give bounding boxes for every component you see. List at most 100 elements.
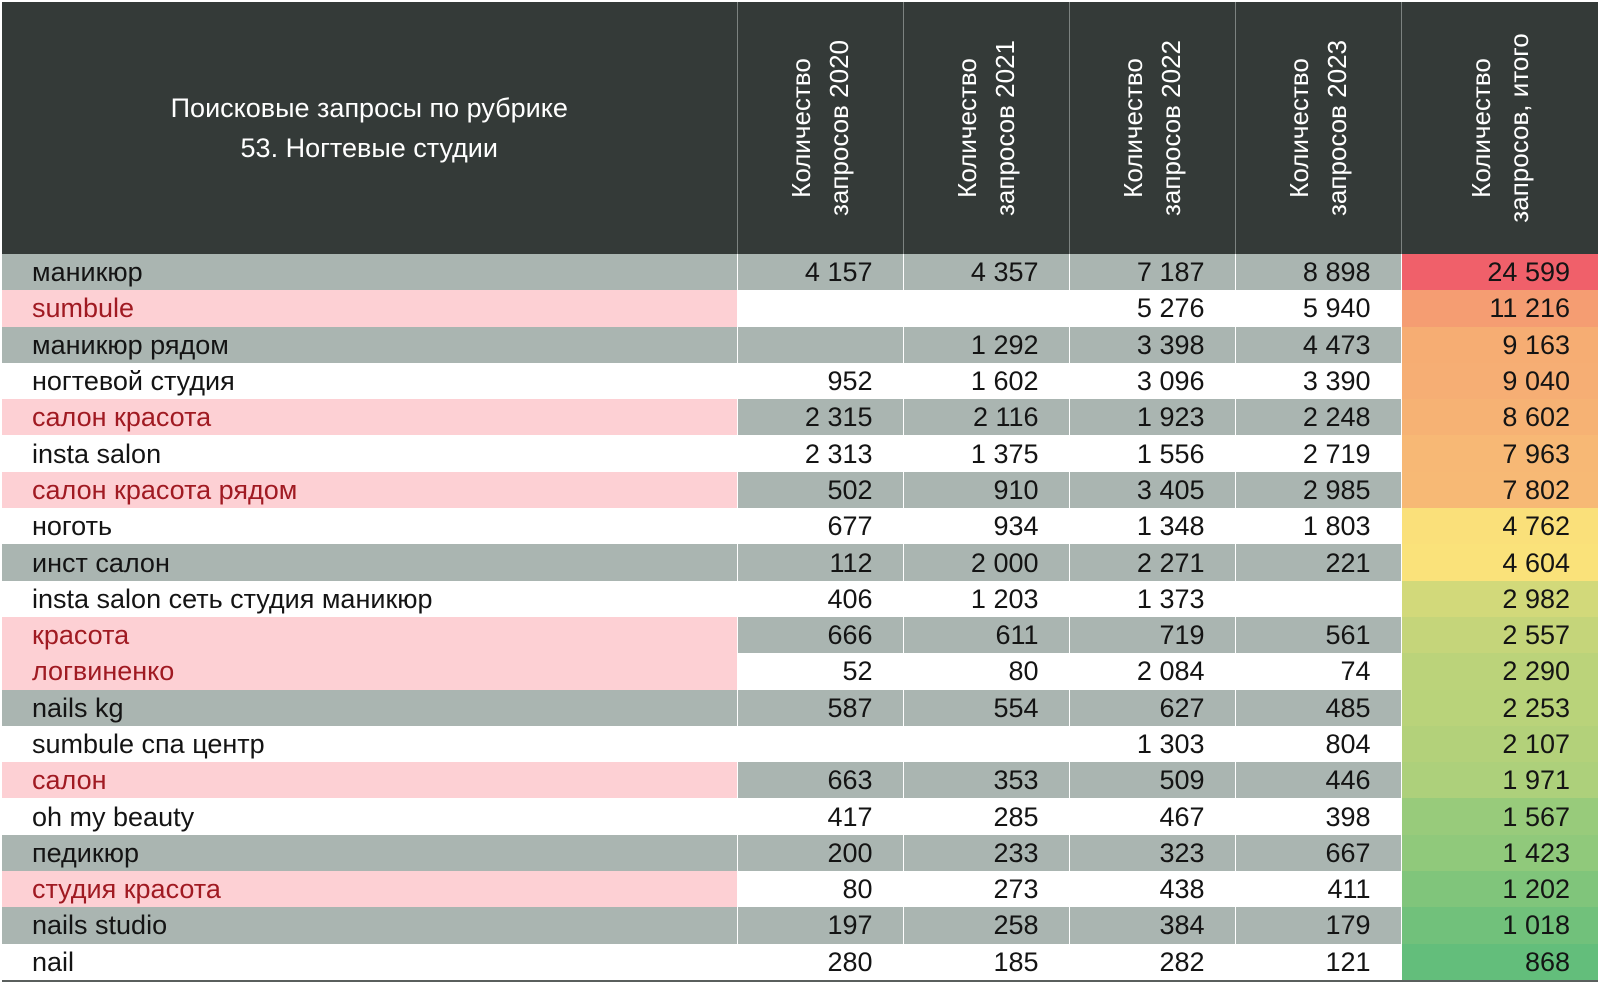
table-row: инст салон 112 2 000 2 271 221 4 604 [2, 544, 1598, 581]
cell-2023: 221 [1234, 544, 1401, 581]
cell-2020: 52 [736, 653, 903, 690]
row-query-name: ноготь [2, 508, 737, 545]
cell-2023: 804 [1234, 725, 1401, 763]
cell-total: 1 971 [1400, 762, 1598, 799]
cell-2020: 952 [736, 362, 903, 400]
row-query-name: логвиненко [2, 653, 737, 690]
column-header-2022-line-2: запросов 2022 [1156, 40, 1186, 217]
cell-total: 1 423 [1400, 834, 1598, 872]
cell-2020: 417 [736, 798, 903, 835]
column-header-2023-line-2: запросов 2023 [1322, 40, 1352, 217]
cell-2023: 411 [1234, 871, 1401, 908]
cell-2020: 406 [736, 580, 903, 617]
cell-2020: 280 [736, 943, 903, 982]
cell-total: 1 567 [1400, 798, 1598, 835]
cell-2022: 627 [1068, 689, 1235, 726]
cell-2021: 1 292 [902, 326, 1069, 363]
column-header-2020-line-2: запросов 2020 [824, 40, 854, 217]
cell-2021: 1 203 [902, 580, 1069, 617]
row-query-name: insta salon сеть студия маникюр [2, 580, 737, 617]
column-header-2020: Количество запросов 2020 [736, 2, 903, 254]
cell-total: 2 982 [1400, 580, 1598, 617]
cell-2022: 2 271 [1068, 544, 1235, 581]
row-query-name: sumbule спа центр [2, 725, 737, 763]
cell-total: 2 557 [1400, 616, 1598, 654]
cell-2021: 185 [902, 943, 1069, 982]
cell-2022: 7 187 [1068, 254, 1235, 291]
cell-2022: 5 276 [1068, 290, 1235, 327]
row-query-name: nails kg [2, 689, 737, 726]
cell-2022: 1 556 [1068, 435, 1235, 472]
row-query-name: oh my beauty [2, 798, 737, 835]
column-header-2021-line-2: запросов 2021 [990, 40, 1020, 217]
cell-2023: 485 [1234, 689, 1401, 726]
table-row: салон красота рядом 502 910 3 405 2 985 7 802 [2, 471, 1598, 509]
cell-2020: 663 [736, 762, 903, 799]
cell-2023: 446 [1234, 762, 1401, 799]
table-row: sumbule 5 276 5 940 11 216 [2, 290, 1598, 327]
cell-2020 [736, 326, 903, 363]
table-row: insta salon 2 313 1 375 1 556 2 719 7 963 [2, 435, 1598, 472]
table-title-cell: Поисковые запросы по рубрике 53. Ногтевы… [2, 2, 737, 254]
cell-2021: 1 375 [902, 435, 1069, 472]
cell-2020: 2 315 [736, 399, 903, 436]
row-query-name: nails studio [2, 907, 737, 944]
cell-2023: 74 [1234, 653, 1401, 690]
cell-2020: 80 [736, 871, 903, 908]
cell-2022: 509 [1068, 762, 1235, 799]
cell-2023: 5 940 [1234, 290, 1401, 327]
table-row: oh my beauty 417 285 467 398 1 567 [2, 798, 1598, 835]
cell-total: 2 107 [1400, 725, 1598, 763]
column-header-total: Количество запросов, итого [1400, 2, 1598, 254]
table-row: педикюр 200 233 323 667 1 423 [2, 834, 1598, 872]
row-query-name: студия красота [2, 871, 737, 908]
cell-2022: 3 096 [1068, 362, 1235, 400]
column-header-2023-line-1: Количество [1284, 58, 1314, 198]
cell-2023: 1 803 [1234, 508, 1401, 545]
cell-2023: 3 390 [1234, 362, 1401, 400]
column-header-2021-line-1: Количество [952, 58, 982, 198]
column-header-2020-line-1: Количество [786, 58, 816, 198]
row-query-name: инст салон [2, 544, 737, 581]
cell-2022: 323 [1068, 834, 1235, 872]
cell-2023: 561 [1234, 616, 1401, 654]
cell-2021: 4 357 [902, 254, 1069, 291]
cell-total: 8 602 [1400, 399, 1598, 436]
cell-2020: 112 [736, 544, 903, 581]
cell-2022: 384 [1068, 907, 1235, 944]
table-row: nail 280 185 282 121 868 [2, 943, 1598, 982]
row-query-name: ногтевой студия [2, 362, 737, 400]
cell-2021 [902, 290, 1069, 327]
cell-total: 868 [1400, 943, 1598, 982]
cell-2021: 285 [902, 798, 1069, 835]
cell-2022: 1 923 [1068, 399, 1235, 436]
cell-2020: 677 [736, 508, 903, 545]
table-title-line-2: 53. Ногтевые студии [240, 133, 498, 163]
cell-2023: 2 719 [1234, 435, 1401, 472]
table-body: маникюр 4 157 4 357 7 187 8 898 24 599 sumbule… [2, 254, 1598, 982]
table-row: красота 666 611 719 561 2 557 [2, 616, 1598, 654]
cell-2023: 2 985 [1234, 471, 1401, 509]
cell-2022: 3 405 [1068, 471, 1235, 509]
column-header-total-line-2: запросов, итого [1503, 33, 1534, 223]
header-row: Поисковые запросы по рубрике 53. Ногтевы… [2, 2, 1598, 254]
cell-2021: 554 [902, 689, 1069, 726]
cell-2020 [736, 725, 903, 763]
cell-2022: 282 [1068, 943, 1235, 982]
cell-2021 [902, 725, 1069, 763]
cell-2021: 2 000 [902, 544, 1069, 581]
cell-total: 4 762 [1400, 508, 1598, 545]
cell-total: 2 253 [1400, 689, 1598, 726]
cell-total: 24 599 [1400, 254, 1598, 291]
cell-2020: 200 [736, 834, 903, 872]
cell-2023: 398 [1234, 798, 1401, 835]
cell-total: 11 216 [1400, 290, 1598, 327]
cell-2023 [1234, 580, 1401, 617]
cell-2021: 910 [902, 471, 1069, 509]
table-row: nails kg 587 554 627 485 2 253 [2, 689, 1598, 726]
cell-2021: 258 [902, 907, 1069, 944]
cell-total: 9 163 [1400, 326, 1598, 363]
cell-2022: 438 [1068, 871, 1235, 908]
cell-2021: 273 [902, 871, 1069, 908]
